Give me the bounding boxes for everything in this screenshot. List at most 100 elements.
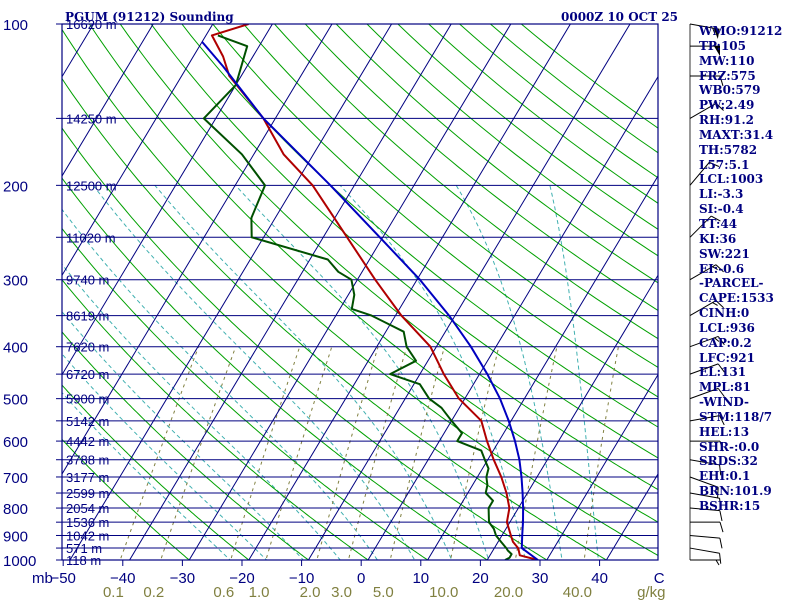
temperature-tick-label: −10 (289, 570, 314, 587)
pressure-tick-label: 500 (3, 392, 28, 409)
dry-adiabat-line (62, 384, 250, 560)
wind-barb-flag (714, 46, 720, 57)
param-item: SW:221 (699, 246, 750, 261)
mixing-ratio-label: 10.0 (429, 584, 458, 600)
isotherm-line (307, 24, 631, 560)
wind-barb-feather (717, 388, 725, 398)
wind-barb-staff (689, 476, 719, 488)
mixing-ratio-line (119, 346, 200, 560)
wind-barb-feather (719, 440, 724, 452)
wind-barb-staff (689, 534, 720, 539)
wind-barb (689, 363, 725, 375)
wind-barb (689, 300, 724, 317)
dry-adiabat-line (150, 24, 658, 459)
height-label: 12500 m (66, 178, 117, 193)
temperature-tick-label: −20 (229, 570, 254, 587)
wind-barb-feather (712, 266, 718, 271)
wind-barb-flag (713, 28, 720, 40)
param-item: RH:91.2 (699, 113, 754, 128)
parcel-trace (201, 41, 539, 560)
dry-adiabat-line (62, 127, 548, 560)
wind-barb-feather (719, 464, 722, 476)
height-label: 3177 m (66, 470, 109, 485)
mixing-ratio-label: 0.2 (143, 584, 164, 600)
param-item: LCL:1003 (699, 172, 764, 187)
param-item: -WIND- (699, 395, 749, 410)
isotherm-line (367, 75, 658, 560)
temperature-tick-label: 20 (472, 570, 489, 587)
sounding-traces (201, 24, 539, 560)
dry-adiabat-line (212, 24, 658, 398)
moist-adiabat-line (62, 208, 379, 560)
param-item: EI:-0.6 (699, 261, 745, 276)
wind-barb-staff (689, 335, 719, 348)
mixing-ratio-lines (119, 346, 619, 560)
isotherm-line (69, 24, 393, 560)
wind-barb (689, 161, 720, 186)
dry-adiabat-line (181, 24, 658, 428)
param-item: BRN:101.9 (699, 484, 772, 499)
wind-barb-staff (689, 459, 720, 466)
param-item: SRDS:32 (699, 454, 758, 469)
moist-adiabat-line (154, 185, 453, 560)
mixing-ratio-line (583, 346, 619, 560)
param-item: CAPE:1533 (699, 291, 774, 306)
mixing-ratio-label: 1.0 (249, 584, 270, 600)
param-item: FRZ:575 (699, 68, 756, 83)
pressure-unit-label: mb (32, 570, 53, 587)
wind-barb-column (689, 23, 725, 566)
param-item: LFC:921 (699, 350, 755, 365)
wind-barb-feather (712, 302, 718, 306)
isotherm-line (62, 24, 154, 177)
isotherm-line (188, 24, 512, 560)
wind-barb-feather (717, 487, 719, 498)
height-label: 571 m (66, 541, 102, 556)
dry-adiabat-line (62, 438, 190, 560)
param-item: HEL:13 (699, 424, 750, 439)
wind-barb-feather (719, 537, 723, 549)
pressure-tick-label: 300 (3, 273, 28, 290)
wind-barb (689, 102, 724, 119)
temperature-unit-label: C (654, 570, 665, 587)
wind-barb-staff (689, 264, 717, 281)
dry-adiabat-line (62, 331, 310, 560)
dry-adiabat-line (62, 177, 489, 560)
wind-barb-staff (689, 162, 710, 186)
temperature-tick-label: −30 (170, 570, 195, 587)
wind-barb (690, 521, 724, 533)
temperature-tick-label: 10 (412, 570, 429, 587)
height-label: 14250 m (66, 111, 117, 126)
param-item: TH:5782 (699, 142, 758, 157)
height-label: 3788 m (66, 453, 109, 468)
wind-barb-feather (719, 522, 724, 533)
wind-barb-feather (719, 553, 722, 564)
wind-barb (689, 215, 721, 238)
pressure-tick-label: 700 (3, 470, 28, 487)
height-label: 7620 m (66, 340, 109, 355)
temperature-tick-label: −40 (110, 570, 135, 587)
moist-adiabat-line (549, 185, 599, 560)
mixing-ratio-line (160, 346, 237, 560)
param-item: LCL:936 (699, 320, 755, 335)
temperature-tick-label: 0 (357, 570, 365, 587)
mixing-ratio-label: 0.1 (103, 584, 124, 600)
param-item: EHI:0.1 (699, 469, 751, 484)
wind-barb-feather (709, 161, 720, 167)
plot-frame (56, 23, 659, 566)
wind-barb (689, 387, 725, 400)
dry-adiabat-line (62, 77, 608, 560)
wind-barb-feather (717, 336, 725, 346)
wind-barb-feather (719, 498, 722, 509)
wind-barb (689, 476, 719, 498)
pressure-tick-label: 400 (3, 340, 28, 357)
moist-adiabat-line (62, 392, 231, 560)
height-label: 5142 m (66, 414, 109, 429)
height-label: 11020 m (66, 230, 116, 245)
mixing-ratio-line (265, 346, 333, 560)
isotherms (62, 24, 658, 560)
wind-barb-staff (689, 507, 720, 512)
height-label: 6720 m (66, 367, 109, 382)
mixing-ratio-label: 0.6 (213, 584, 234, 600)
height-label: 1042 m (66, 528, 109, 543)
temperature-tick-label: −50 (50, 570, 75, 587)
